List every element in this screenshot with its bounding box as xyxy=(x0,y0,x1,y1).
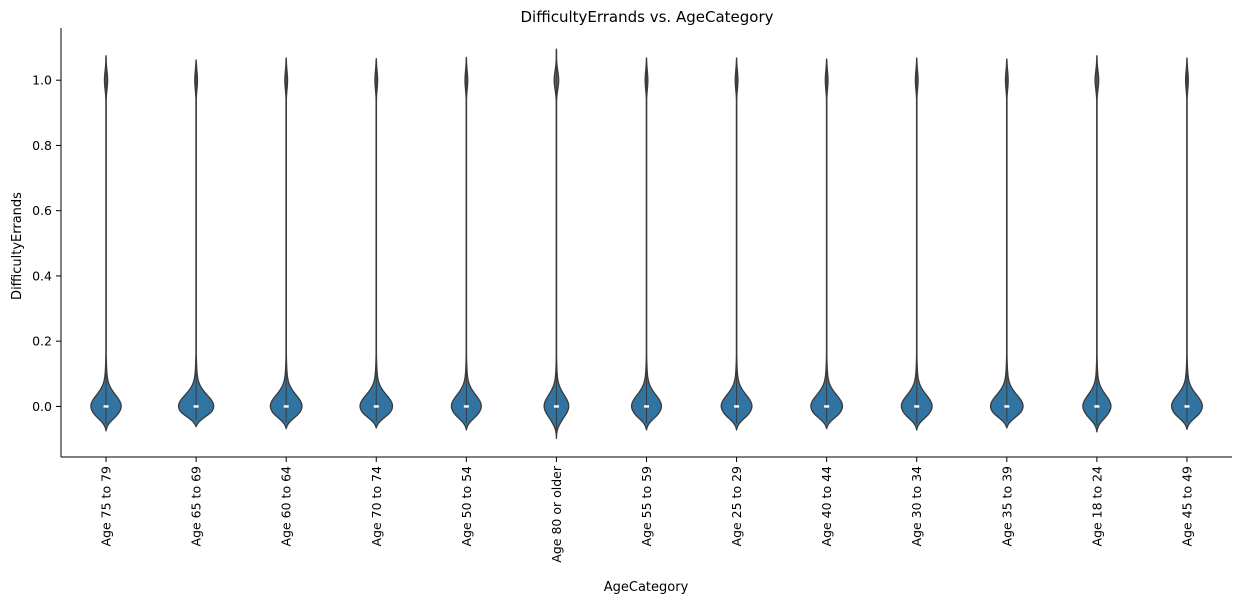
x-tick-label: Age 45 to 49 xyxy=(1179,466,1194,547)
median-marker xyxy=(1004,405,1010,408)
median-marker xyxy=(1094,405,1100,408)
y-tick-label: 0.4 xyxy=(32,268,52,283)
x-tick-label: Age 50 to 54 xyxy=(459,466,474,547)
x-tick-label: Age 55 to 59 xyxy=(639,466,654,547)
x-tick-label: Age 65 to 69 xyxy=(189,466,204,547)
x-tick-label: Age 40 to 44 xyxy=(819,466,834,547)
median-marker xyxy=(463,405,469,408)
median-marker xyxy=(553,405,559,408)
x-tick-label: Age 30 to 34 xyxy=(909,466,924,547)
x-tick-label: Age 18 to 24 xyxy=(1089,466,1104,547)
median-marker xyxy=(373,405,379,408)
x-axis-label: AgeCategory xyxy=(604,580,689,595)
median-marker xyxy=(734,405,740,408)
median-marker xyxy=(1184,405,1190,408)
median-marker xyxy=(283,405,289,408)
x-tick-label: Age 60 to 64 xyxy=(279,466,294,547)
x-tick-label: Age 70 to 74 xyxy=(369,466,384,547)
x-tick-label: Age 75 to 79 xyxy=(99,466,114,547)
median-marker xyxy=(103,405,109,408)
median-marker xyxy=(914,405,920,408)
y-tick-label: 1.0 xyxy=(32,73,52,88)
y-axis-label: DifficultyErrands xyxy=(10,192,25,300)
median-marker xyxy=(824,405,830,408)
y-tick-label: 0.2 xyxy=(32,334,52,349)
x-tick-label: Age 80 or older xyxy=(549,465,564,563)
median-marker xyxy=(193,405,199,408)
y-tick-label: 0.6 xyxy=(32,203,52,218)
x-tick-label: Age 25 to 29 xyxy=(729,466,744,547)
chart-title: DifficultyErrands vs. AgeCategory xyxy=(520,8,773,26)
median-marker xyxy=(644,405,649,408)
plot-area: 0.0 0.2 0.4 0.6 0.8 1.0 Age 75 to 79 Age 65 to … xyxy=(32,28,1232,563)
y-tick-label: 0.0 xyxy=(32,399,52,414)
x-tick-label: Age 35 to 39 xyxy=(999,466,1014,547)
y-tick-label: 0.8 xyxy=(32,138,52,153)
